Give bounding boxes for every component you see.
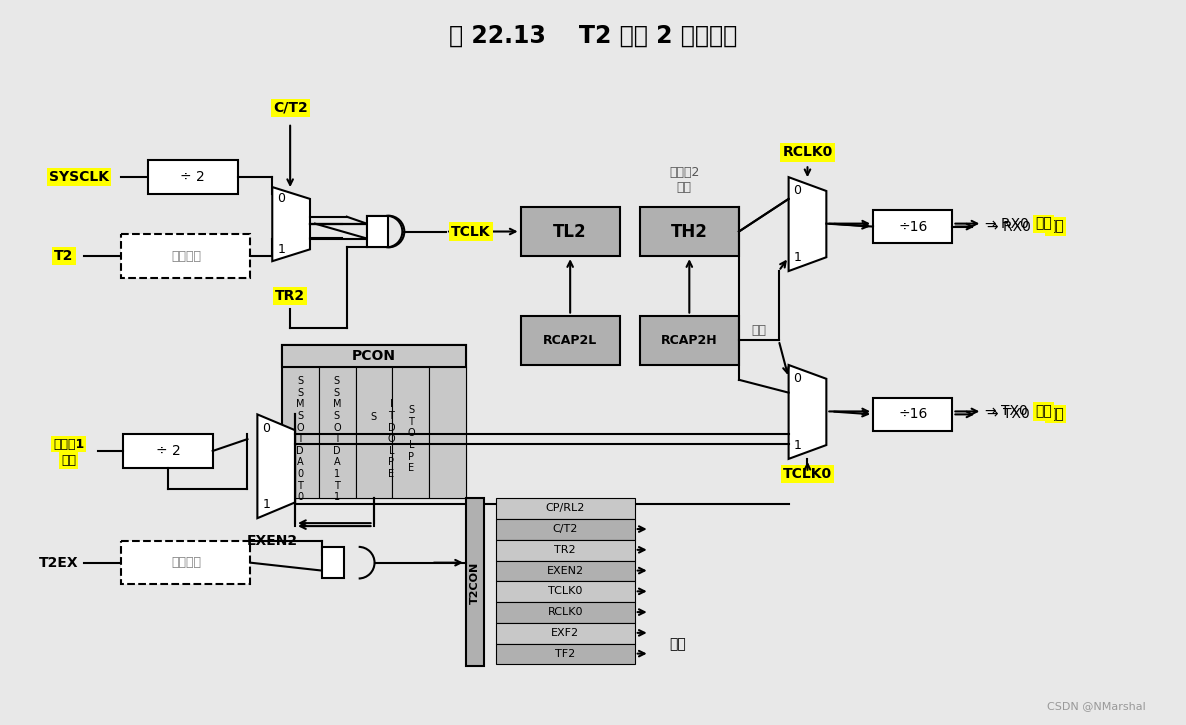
Bar	[121, 541, 250, 584]
Bar	[366, 216, 389, 247]
Text: 溢出: 溢出	[677, 181, 691, 194]
Text: 中断: 中断	[669, 637, 687, 651]
Bar	[873, 210, 952, 244]
Text: → TX0: → TX0	[987, 407, 1029, 421]
Bar	[282, 367, 319, 498]
Text: T2EX: T2EX	[39, 555, 78, 570]
Polygon shape	[257, 415, 295, 518]
Text: TH2: TH2	[671, 223, 708, 241]
Text: ÷16: ÷16	[898, 407, 927, 421]
Bar	[366, 216, 387, 247]
Text: ÷ 2: ÷ 2	[155, 444, 180, 458]
Polygon shape	[789, 365, 827, 459]
Text: RCLK0: RCLK0	[783, 146, 833, 160]
Text: S
T
O
L
P
E: S T O L P E	[408, 405, 415, 473]
Text: TR2: TR2	[275, 289, 305, 303]
Text: C/T2: C/T2	[273, 101, 307, 115]
Bar	[123, 434, 212, 468]
Bar	[639, 315, 739, 365]
Bar	[873, 397, 952, 431]
Text: 0: 0	[262, 422, 270, 435]
Text: I
T
D
O
L
P
E: I T D O L P E	[388, 399, 395, 479]
Bar	[429, 367, 466, 498]
Text: EXEN2: EXEN2	[547, 566, 584, 576]
Text: S
S
M
S
O
T
D
A
1
T
1: S S M S O T D A 1 T 1	[332, 376, 342, 502]
Bar	[639, 207, 739, 256]
Bar	[521, 207, 620, 256]
Bar	[356, 367, 393, 498]
Text: 时钟: 时钟	[1047, 220, 1064, 233]
Text: → TX0: → TX0	[986, 405, 1028, 418]
Text: EXF2: EXF2	[551, 628, 579, 638]
Text: 图 22.13    T2 方式 2 原理框图: 图 22.13 T2 方式 2 原理框图	[448, 24, 738, 48]
Text: 溢出: 溢出	[62, 455, 76, 468]
Bar	[282, 345, 466, 367]
Text: 1: 1	[793, 251, 802, 264]
Text: ÷16: ÷16	[898, 220, 927, 233]
Text: TF2: TF2	[555, 649, 575, 658]
Text: 定时器2: 定时器2	[669, 166, 700, 179]
Bar	[121, 234, 250, 278]
Text: 1: 1	[278, 243, 285, 256]
Bar	[282, 345, 466, 498]
Text: TCLK0: TCLK0	[783, 467, 833, 481]
Bar	[496, 602, 635, 623]
Text: T2: T2	[55, 249, 74, 263]
Bar	[321, 547, 344, 579]
Text: 0: 0	[793, 373, 802, 385]
Text: 0: 0	[793, 184, 802, 197]
Text: ÷ 2: ÷ 2	[180, 170, 205, 184]
Text: T2CON: T2CON	[470, 561, 480, 604]
Text: S
S
M
S
O
T
D
A
0
T
0: S S M S O T D A 0 T 0	[295, 376, 305, 502]
Text: 交叉开关: 交叉开关	[171, 556, 200, 569]
Text: S: S	[370, 413, 377, 423]
Text: TCLK0: TCLK0	[548, 587, 582, 597]
Text: 定时器1: 定时器1	[53, 438, 84, 450]
Text: TCLK: TCLK	[451, 225, 491, 239]
Text: 时钟: 时钟	[1035, 217, 1052, 231]
Text: → RX0: → RX0	[986, 217, 1029, 231]
Text: 重载: 重载	[751, 324, 766, 337]
Bar	[496, 623, 635, 644]
Text: TR2: TR2	[554, 544, 576, 555]
Bar	[496, 581, 635, 602]
Bar	[466, 498, 484, 666]
Text: 时钟: 时钟	[1047, 407, 1064, 421]
Bar	[393, 367, 429, 498]
Polygon shape	[273, 187, 310, 261]
Text: 1: 1	[793, 439, 802, 452]
Polygon shape	[789, 177, 827, 271]
Text: PCON: PCON	[351, 349, 396, 363]
Text: CSDN @NMarshal: CSDN @NMarshal	[1047, 701, 1146, 711]
Text: RCLK0: RCLK0	[548, 607, 584, 617]
Text: → RX0: → RX0	[987, 220, 1031, 233]
Text: 交叉开关: 交叉开关	[171, 249, 200, 262]
Bar	[496, 540, 635, 560]
Text: C/T2: C/T2	[553, 524, 578, 534]
Bar	[521, 315, 620, 365]
Bar	[496, 498, 635, 519]
Text: 时钟: 时钟	[1035, 405, 1052, 418]
Bar	[496, 560, 635, 581]
Text: EXEN2: EXEN2	[247, 534, 298, 548]
Text: SYSCLK: SYSCLK	[49, 170, 109, 184]
Bar	[496, 644, 635, 665]
Bar	[319, 367, 356, 498]
Text: TL2: TL2	[554, 223, 587, 241]
Text: RCAP2H: RCAP2H	[661, 334, 718, 347]
Bar	[148, 160, 237, 194]
Text: 1: 1	[262, 498, 270, 511]
Bar	[496, 519, 635, 540]
Text: CP/RL2: CP/RL2	[546, 503, 585, 513]
Text: RCAP2L: RCAP2L	[543, 334, 598, 347]
Text: 0: 0	[278, 192, 285, 205]
